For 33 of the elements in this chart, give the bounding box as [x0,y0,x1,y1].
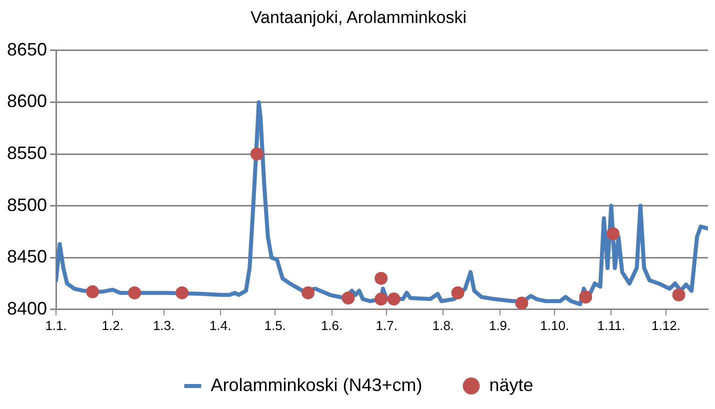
point [672,288,686,302]
point [302,286,315,300]
x-tick-label: 1.8. [432,318,454,333]
x-tick-label: 1.7. [376,318,398,333]
point [579,290,592,304]
y-tick-label: 8600 [6,91,48,112]
x-tick-label: 1.11. [597,318,626,333]
legend-label: Arolamminkoski (N43+cm) [210,374,422,395]
point [374,292,388,306]
legend-label: näyte [489,374,534,395]
point [387,292,400,306]
point [451,286,464,300]
y-tick-label: 8400 [6,298,48,318]
x-tick-label: 1.3. [152,318,175,333]
x-tick-label: 1.5. [264,318,286,333]
point [176,286,189,300]
point [606,227,620,240]
x-tick-label: 1.6. [320,318,343,333]
point [342,292,355,305]
x-tick-label: 1.4. [210,318,232,333]
y-tick-label: 8500 [6,194,48,215]
point [515,296,528,310]
y-tick-label: 8650 [6,39,48,60]
point [374,272,388,285]
chart-title: Vantaanjoki, Arolamminkoski [250,8,467,27]
x-tick-label: 1.10. [540,318,570,333]
x-tick-label: 1.1. [45,318,67,333]
y-tick-label: 8550 [6,142,48,163]
x-tick-label: 1.9. [488,318,511,333]
y-tick-label: 8450 [6,246,48,267]
x-tick-label: 1.12. [652,318,680,333]
x-tick-label: 1.2. [102,318,124,333]
point [250,148,264,160]
